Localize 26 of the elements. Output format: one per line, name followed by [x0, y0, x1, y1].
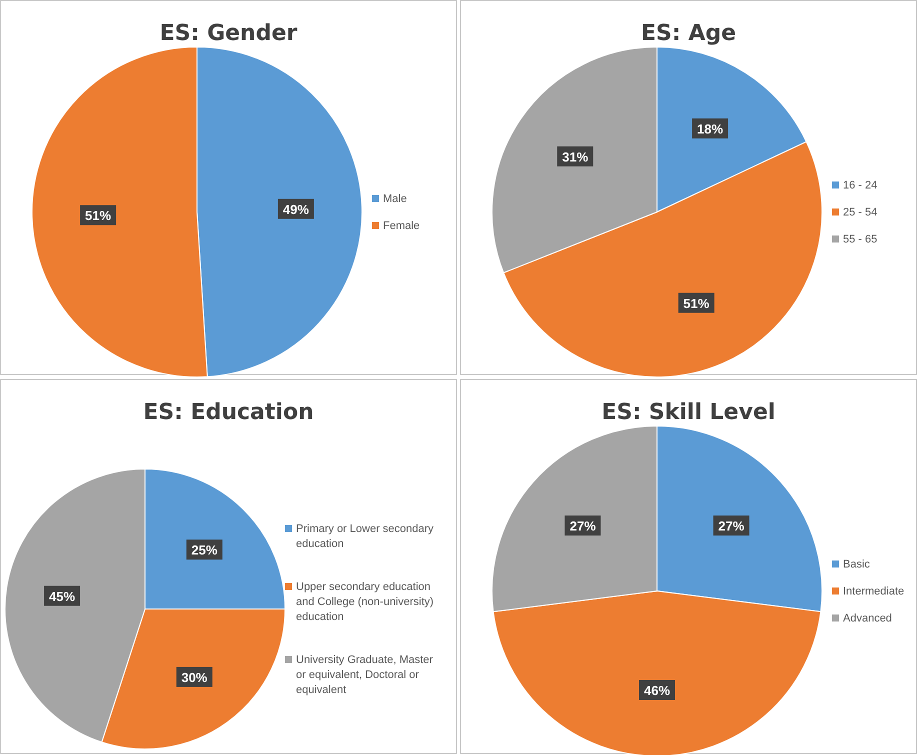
legend-label: Male [383, 193, 407, 205]
chart-title: ES: Gender [160, 21, 298, 46]
data-label: 25% [191, 542, 218, 558]
data-label: 18% [697, 121, 724, 136]
legend-label: Advanced [843, 612, 892, 624]
chart-title: ES: Skill Level [602, 400, 776, 425]
legend-label: Upper secondary education and College (non-university) education [296, 581, 434, 623]
legend-label: Female [383, 220, 420, 232]
legend-label: Intermediate [843, 586, 904, 598]
data-label: 45% [49, 588, 76, 604]
data-label: 51% [85, 208, 112, 224]
chart-title: ES: Age [640, 21, 736, 46]
legend-label: Primary or Lower secondary education [296, 523, 434, 550]
data-label: 30% [181, 670, 208, 685]
data-label: 27% [570, 518, 596, 534]
legend-label: 16 - 24 [843, 180, 878, 192]
chart-title: ES: Education [143, 400, 314, 425]
legend-label: 55 - 65 [843, 234, 878, 246]
legend-label: Basic [843, 558, 870, 570]
data-label: 46% [644, 683, 670, 698]
data-label: 49% [282, 202, 310, 217]
data-label: 31% [562, 149, 589, 164]
data-label: 27% [718, 518, 745, 534]
legend-label: 25 - 54 [843, 206, 878, 218]
legend-label: University Graduate, Master or equivalent, Doctoral or equivalent [296, 654, 434, 696]
data-label: 51% [683, 296, 710, 311]
